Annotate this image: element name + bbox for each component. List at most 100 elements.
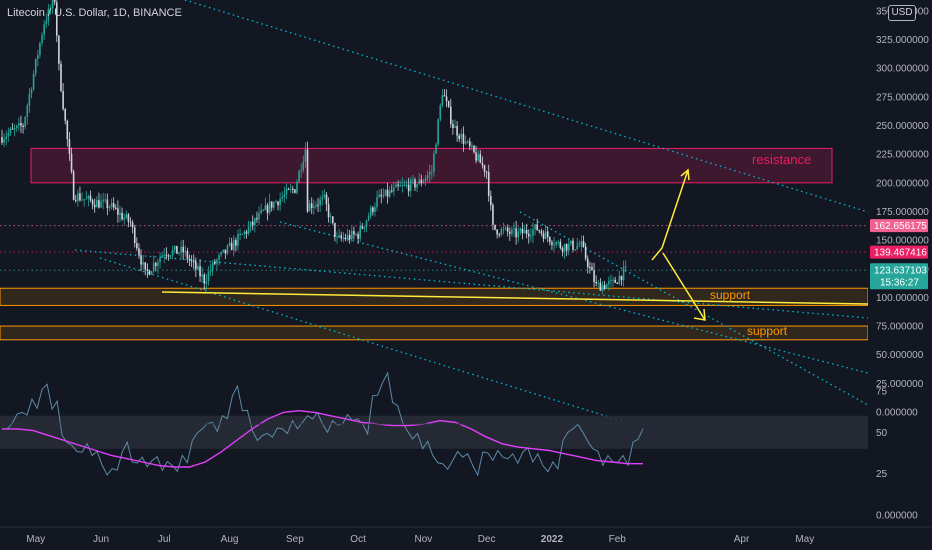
- candle-body: [98, 200, 100, 208]
- x-tick-label: May: [795, 534, 814, 545]
- price-tag-label-0: 162.656175: [874, 221, 927, 232]
- candle-body: [43, 24, 45, 36]
- candle-body: [199, 266, 201, 277]
- rsi-tick-label: 75: [876, 386, 888, 397]
- candle-body: [66, 120, 69, 140]
- candle-body: [365, 220, 368, 227]
- candle-body: [346, 234, 349, 240]
- candle-body: [245, 231, 248, 234]
- candle-body: [13, 127, 16, 129]
- candle-body: [584, 246, 587, 259]
- candle-body: [268, 201, 271, 213]
- candle-body: [214, 262, 216, 264]
- candle-body: [209, 270, 212, 272]
- candle-body: [306, 149, 309, 212]
- candle-body: [445, 96, 448, 102]
- candle-body: [557, 241, 560, 243]
- candle-body: [479, 154, 482, 163]
- candle-body: [361, 226, 364, 229]
- candle-body: [39, 42, 41, 56]
- candle-body: [468, 141, 471, 147]
- candle-body: [325, 194, 328, 205]
- candle-body: [517, 231, 520, 238]
- candle-body: [85, 198, 88, 200]
- candle-body: [513, 228, 515, 230]
- candle-body: [114, 207, 117, 209]
- candle-body: [235, 240, 237, 246]
- candle-body: [49, 8, 52, 10]
- candle-body: [553, 244, 555, 246]
- candle-body: [228, 242, 231, 246]
- candle-body: [477, 154, 479, 161]
- candle-body: [302, 161, 305, 171]
- candle-body: [283, 194, 286, 198]
- candle-body: [62, 91, 64, 110]
- candle-body: [15, 125, 18, 128]
- candle-body: [127, 214, 130, 222]
- candle-body: [81, 199, 83, 201]
- candle-body: [125, 214, 128, 218]
- candle-body: [150, 271, 153, 275]
- candle-body: [563, 244, 566, 252]
- candle-body: [203, 274, 206, 284]
- y-tick-label: 175.000000: [876, 207, 929, 218]
- candle-body: [161, 255, 163, 258]
- zone-support: [0, 325, 869, 341]
- candle-body: [207, 271, 210, 282]
- candle-body: [216, 259, 218, 264]
- candle-body: [612, 279, 614, 281]
- currency-badge[interactable]: USD: [888, 5, 916, 21]
- y-tick-label: 100.000000: [876, 293, 929, 304]
- candle-body: [363, 226, 366, 229]
- candle-body: [9, 128, 12, 134]
- candle-body: [576, 245, 579, 250]
- candle-body: [91, 200, 94, 205]
- candle-body: [492, 205, 494, 225]
- candle-body: [530, 235, 532, 237]
- candle-body: [464, 141, 467, 144]
- candle-body: [544, 231, 547, 239]
- candle-body: [498, 234, 501, 236]
- y-tick-label: 150.000000: [876, 236, 929, 247]
- candle-body: [211, 262, 214, 271]
- candle-body: [72, 171, 75, 200]
- candle-body: [378, 194, 380, 198]
- annotation-support-2: support: [747, 324, 788, 338]
- arrow-up-path: [651, 169, 689, 261]
- x-tick-label: Feb: [609, 534, 627, 545]
- candle-body: [519, 228, 522, 232]
- candle-body: [74, 199, 77, 201]
- candle-body: [102, 199, 104, 202]
- price-tag-time-2: 15:36:27: [880, 277, 919, 288]
- candle-body: [399, 185, 402, 187]
- candle-body: [220, 252, 222, 256]
- candle-body: [144, 262, 147, 270]
- candle-body: [586, 258, 589, 268]
- candle-body: [142, 262, 144, 265]
- candle-body: [264, 205, 267, 211]
- candle-body: [20, 122, 22, 126]
- candle-body: [247, 227, 250, 234]
- candle-body: [420, 179, 423, 184]
- candle-body: [567, 243, 570, 251]
- candle-body: [336, 236, 338, 238]
- candle-body: [473, 145, 475, 153]
- candle-body: [296, 182, 298, 193]
- candle-body: [618, 275, 621, 284]
- candle-body: [487, 172, 490, 196]
- price-tag-bg-2: [870, 263, 928, 290]
- candle-body: [131, 222, 134, 228]
- candle-body: [93, 204, 96, 208]
- candle-body: [382, 195, 385, 197]
- annotation-resistance-0: resistance: [752, 152, 811, 167]
- candle-body: [155, 263, 157, 266]
- x-tick-label: May: [26, 534, 45, 545]
- candle-body: [148, 270, 151, 275]
- candle-body: [496, 229, 498, 235]
- y-tick-label: 200.000000: [876, 178, 929, 189]
- candle-body: [121, 212, 123, 220]
- candle-body: [138, 248, 140, 256]
- candle-body: [136, 243, 138, 249]
- candle-body: [169, 255, 172, 257]
